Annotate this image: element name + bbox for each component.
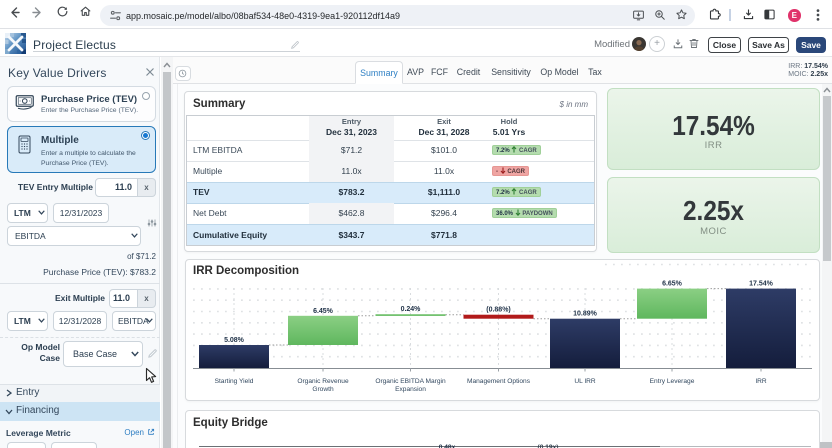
svg-text:6.65%: 6.65% [662,281,683,288]
svg-text:Growth: Growth [312,386,334,393]
svg-text:6.45%: 6.45% [313,308,334,315]
svg-text:(0.88%): (0.88%) [486,307,511,314]
svg-text:10.89%: 10.89% [573,311,598,318]
svg-text:17.54%: 17.54% [749,281,774,288]
svg-text:IRR: IRR [755,378,767,385]
svg-text:Starting Yield: Starting Yield [215,378,254,385]
svg-text:Organic Revenue: Organic Revenue [297,378,349,385]
svg-text:Expansion: Expansion [395,386,426,393]
svg-text:Management Options: Management Options [467,378,531,385]
svg-text:UL IRR: UL IRR [574,378,596,385]
svg-text:5.08%: 5.08% [224,337,245,344]
svg-text:Organic EBITDA Margin: Organic EBITDA Margin [375,378,446,385]
svg-text:0.24%: 0.24% [401,306,422,313]
svg-text:Entry Leverage: Entry Leverage [650,378,695,385]
